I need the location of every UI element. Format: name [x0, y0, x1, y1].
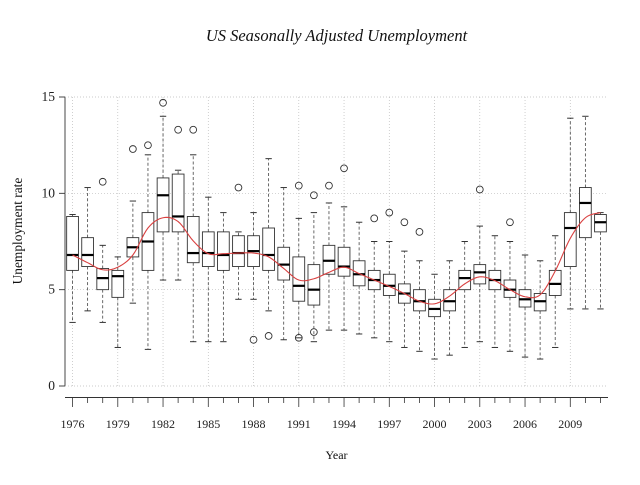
svg-text:1988: 1988 [242, 417, 266, 431]
svg-text:1997: 1997 [377, 417, 401, 431]
svg-text:2003: 2003 [468, 417, 492, 431]
svg-text:1976: 1976 [61, 417, 85, 431]
svg-text:2006: 2006 [513, 417, 537, 431]
svg-text:15: 15 [42, 89, 56, 104]
svg-text:5: 5 [48, 282, 55, 297]
svg-text:1979: 1979 [106, 417, 130, 431]
svg-text:10: 10 [42, 185, 56, 200]
svg-text:2000: 2000 [423, 417, 447, 431]
svg-text:0: 0 [48, 378, 55, 393]
svg-text:1982: 1982 [151, 417, 175, 431]
svg-text:2009: 2009 [558, 417, 582, 431]
svg-text:1985: 1985 [196, 417, 220, 431]
svg-text:1991: 1991 [287, 417, 311, 431]
svg-text:1994: 1994 [332, 417, 356, 431]
